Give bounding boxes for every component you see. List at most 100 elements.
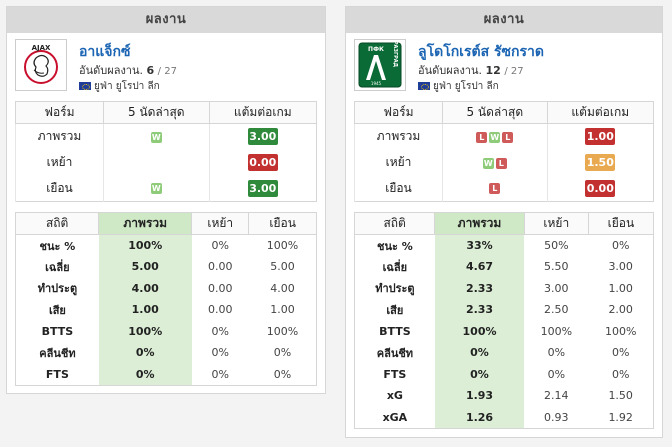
stats-col-home[interactable]: เหย้า xyxy=(191,212,250,235)
form-row-label: เยือน xyxy=(15,175,104,202)
ppg-cell: 1.00 xyxy=(546,123,654,150)
form-results: W xyxy=(103,175,210,202)
stat-overall: 1.00 xyxy=(98,299,192,321)
ludogorets-logo-icon[interactable]: ПФК РАЗГРАД 1945 xyxy=(354,39,406,91)
stat-away: 4.00 xyxy=(270,281,295,295)
stats-row: FTS 0% 0% 0% xyxy=(355,363,654,385)
result-win-badge[interactable]: W xyxy=(150,183,162,195)
form-results: L xyxy=(442,175,548,202)
card-header: ผลงาน xyxy=(7,7,325,33)
stat-away: 1.92 xyxy=(608,410,633,424)
team-stats-card-ludogorets: ผลงาน ПФК РАЗГРАД 1945 ลูโดโกเรต์ส รัซกร… xyxy=(345,6,663,438)
stats-row: FTS 0% 0% 0% xyxy=(16,363,317,385)
stat-home: 2.14 xyxy=(544,389,569,403)
stats-row: เสีย 2.33 2.50 2.00 xyxy=(355,299,654,321)
result-loss-badge[interactable]: L xyxy=(502,131,514,143)
stats-col-overall[interactable]: ภาพรวม xyxy=(98,212,193,235)
stats-row: คลีนชีท 0% 0% 0% xyxy=(355,342,654,364)
stats-col-stat: สถิติ xyxy=(14,212,100,235)
stats-table: สถิติ ภาพรวม เหย้า เยือน ชนะ % 100% 0% 100%… xyxy=(14,212,317,386)
stat-label: เฉลี่ย xyxy=(45,260,70,274)
stat-label: เฉลี่ย xyxy=(382,260,408,274)
stat-away: 1.00 xyxy=(270,303,295,317)
stat-away: 1.50 xyxy=(608,389,633,403)
stat-overall: 2.33 xyxy=(434,299,525,321)
ppg-badge: 0.00 xyxy=(247,154,278,171)
ludogorets-logo-top-text: ПФК xyxy=(368,46,384,53)
form-row-away: เยือน W 3.00 xyxy=(15,175,317,202)
league-name: ยูฟ่า ยูโรปา ลีก xyxy=(94,81,160,92)
stat-home: 5.50 xyxy=(544,260,569,274)
card-header: ผลงาน xyxy=(346,7,662,33)
team-info: AJAX อาแจ็กซ์ อันดับผลงาน. 6 / 27 ยูฟ่า … xyxy=(15,39,317,97)
stats-col-away[interactable]: เยือน xyxy=(587,212,655,235)
stat-label: FTS xyxy=(383,367,407,381)
form-col-form: ฟอร์ม xyxy=(15,101,104,124)
stats-col-overall[interactable]: ภาพรวม xyxy=(434,212,525,235)
form-results xyxy=(103,149,210,176)
stat-home: 0% xyxy=(211,367,229,381)
form-col-last5: 5 นัดล่าสุด xyxy=(442,101,548,124)
stat-home: 0.00 xyxy=(208,281,233,295)
league-line[interactable]: ยูฟ่า ยูโรปา ลีก xyxy=(79,79,160,94)
ppg-cell: 0.00 xyxy=(546,175,654,202)
stats-row: ชนะ % 100% 0% 100% xyxy=(16,234,317,256)
form-row-label: ภาพรวม xyxy=(354,123,443,150)
result-loss-badge[interactable]: L xyxy=(476,131,488,143)
stat-label: ชนะ % xyxy=(377,239,413,253)
stat-overall: 0% xyxy=(98,363,192,385)
stats-col-home[interactable]: เหย้า xyxy=(523,212,589,235)
stat-home: 3.00 xyxy=(544,281,569,295)
stat-label: เสีย xyxy=(386,303,404,317)
stat-home: 0% xyxy=(211,346,229,360)
ppg-cell: 3.00 xyxy=(208,123,317,150)
form-row-label: เหย้า xyxy=(354,149,443,176)
form-table: ฟอร์ม 5 นัดล่าสุด แต้มต่อเกม ภาพรวม W 3.… xyxy=(15,101,318,202)
stat-label: ทำประตู xyxy=(375,282,415,296)
stats-row: ทำประตู 2.33 3.00 1.00 xyxy=(355,277,654,299)
ludogorets-logo-year-text: 1945 xyxy=(371,81,382,86)
stat-home: 0.00 xyxy=(208,303,233,317)
stats-row: ชนะ % 33% 50% 0% xyxy=(355,234,654,256)
result-win-badge[interactable]: W xyxy=(150,131,162,143)
stats-row: BTTS 100% 0% 100% xyxy=(16,320,317,342)
form-row-label: ภาพรวม xyxy=(15,123,104,150)
ppg-badge: 1.50 xyxy=(585,154,616,171)
result-loss-badge[interactable]: L xyxy=(495,157,507,169)
result-win-badge[interactable]: W xyxy=(482,157,494,169)
result-loss-badge[interactable]: L xyxy=(489,183,501,195)
stat-home: 0% xyxy=(211,239,229,252)
stats-row: เฉลี่ย 4.67 5.50 3.00 xyxy=(355,256,654,278)
stat-overall: 0% xyxy=(434,342,525,364)
stat-overall: 33% xyxy=(434,234,525,256)
team-stats-card-ajax: ผลงาน AJAX อาแจ็กซ์ อันดับผลงาน. 6 / 27 … xyxy=(6,6,326,394)
stat-label: คลีนชีท xyxy=(39,346,76,360)
stat-label: คลีนชีท xyxy=(376,346,414,360)
result-win-badge[interactable]: W xyxy=(489,131,501,143)
stats-row: BTTS 100% 100% 100% xyxy=(355,320,654,342)
stat-home: 100% xyxy=(540,324,573,338)
rank-total: / 27 xyxy=(504,66,524,77)
stat-label: ทำประตู xyxy=(37,282,78,296)
stat-label: ชนะ % xyxy=(39,239,76,253)
stat-away: 3.00 xyxy=(608,260,633,274)
form-col-last5: 5 นัดล่าสุด xyxy=(103,101,210,124)
ppg-cell: 3.00 xyxy=(208,175,317,202)
form-row-home: เหย้า 0.00 xyxy=(15,149,317,176)
team-name-link[interactable]: ลูโดโกเรต์ส รัซกราด xyxy=(418,44,544,60)
stat-overall: 1.93 xyxy=(434,385,525,407)
form-row-overall: ภาพรวม W 3.00 xyxy=(15,123,317,150)
league-line[interactable]: ยูฟ่า ยูโรปา ลีก xyxy=(418,79,499,94)
form-col-ppg: แต้มต่อเกม xyxy=(208,101,318,124)
team-name-link[interactable]: อาแจ็กซ์ xyxy=(79,44,131,60)
eu-flag-icon xyxy=(79,82,91,90)
rank-line: อันดับผลงาน. 12 / 27 xyxy=(418,61,524,79)
stats-col-away[interactable]: เยือน xyxy=(248,212,317,235)
stat-away: 100% xyxy=(266,239,299,252)
ppg-badge: 3.00 xyxy=(247,128,278,146)
ajax-logo-icon[interactable]: AJAX xyxy=(15,39,67,91)
stats-row: xG 1.93 2.14 1.50 xyxy=(355,385,654,407)
